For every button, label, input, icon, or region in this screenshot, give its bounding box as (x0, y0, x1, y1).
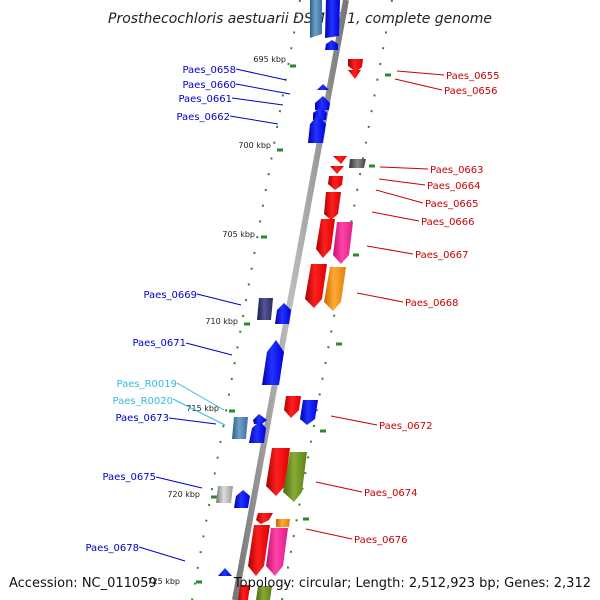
gene-label: Paes_R0019 (117, 379, 177, 390)
genome-summary-text: Topology: circular; Length: 2,512,923 bp… (233, 576, 591, 591)
gene-label: Paes_0667 (415, 250, 469, 261)
gene-arrow (308, 115, 326, 143)
tick-labels: 695 kbp 700 kbp 705 kbp 710 kbp 715 kbp … (147, 55, 286, 586)
gene-arrow (266, 448, 290, 496)
gene-arrow (348, 59, 363, 72)
accession-text: Accession: NC_011059 (9, 576, 157, 591)
genome-backbone (232, 0, 349, 600)
tick-label: 695 kbp (253, 55, 286, 64)
forward-strand-genes (238, 59, 366, 600)
gene-arrow (256, 513, 273, 524)
gene-arrow (256, 586, 272, 600)
gene-label: Paes_0660 (182, 80, 236, 91)
map-title: Prosthecochloris aestuarii DSM 271, comp… (108, 11, 492, 27)
left-leader-lines (138, 68, 291, 562)
gene-arrow (325, 0, 340, 38)
gene-label: Paes_0674 (364, 488, 418, 499)
gene-label: Paes_0664 (427, 181, 481, 192)
gene-arrow (315, 96, 330, 110)
gene-label: Paes_0671 (132, 338, 186, 349)
gene-arrow (249, 421, 266, 443)
gene-arrow (253, 414, 267, 424)
tick-marks (196, 64, 391, 584)
gene-arrow (317, 84, 329, 90)
gene-arrow (333, 222, 353, 264)
gene-label: Paes_0669 (143, 290, 197, 301)
reverse-strand-genes (216, 0, 340, 576)
gene-arrow (310, 0, 322, 38)
gene-label: Paes_0655 (446, 71, 500, 82)
tick-label: 705 kbp (222, 230, 255, 239)
gene-label: Paes_0666 (421, 217, 475, 228)
gene-arrow (262, 340, 284, 385)
gene-arrow (348, 70, 361, 79)
gene-arrow (216, 486, 233, 503)
gene-arrow (324, 267, 346, 311)
gene-arrow (238, 585, 250, 600)
gene-label: Paes_0678 (85, 543, 139, 554)
gene-label: Paes_0665 (425, 199, 479, 210)
tick-label: 700 kbp (238, 141, 271, 150)
gene-arrow (330, 166, 344, 174)
inner-guide-left (191, 0, 301, 600)
gene-label: Paes_0661 (178, 94, 232, 105)
gene-arrow (248, 525, 270, 576)
gene-label: Paes_0658 (182, 65, 236, 76)
right-gene-labels: Paes_0655 Paes_0656 Paes_0663 Paes_0664 … (354, 71, 500, 546)
gene-arrow (275, 303, 291, 324)
gene-arrow (305, 264, 327, 308)
gene-label: Paes_0673 (115, 413, 169, 424)
gene-label: Paes_0656 (444, 86, 498, 97)
tick-label: 715 kbp (186, 404, 219, 413)
gene-arrow (316, 219, 335, 258)
gene-arrow (324, 192, 341, 220)
gene-arrow (283, 452, 307, 502)
right-leader-lines (305, 70, 445, 540)
gene-label: Paes_0668 (405, 298, 459, 309)
gene-arrow (234, 490, 250, 508)
gene-label: Paes_0675 (102, 472, 156, 483)
gene-arrow (349, 159, 366, 168)
gene-arrow (284, 396, 301, 418)
gene-arrow (266, 528, 288, 576)
gene-arrow (325, 40, 338, 50)
gene-arrow (328, 176, 343, 190)
left-gene-labels: Paes_0658 Paes_0660 Paes_0661 Paes_0662 … (85, 65, 236, 554)
gene-arrow (276, 519, 290, 527)
gene-label: Paes_0663 (430, 165, 484, 176)
gene-arrow (218, 568, 232, 576)
tick-label: 725 kbp (147, 577, 180, 586)
gene-label: Paes_0672 (379, 421, 433, 432)
gene-label: Paes_R0020 (113, 396, 173, 407)
tick-label: 720 kbp (167, 490, 200, 499)
gene-arrow (300, 400, 318, 425)
gene-arrow (257, 298, 273, 320)
gene-arrow (232, 417, 248, 439)
gene-arrow (333, 156, 347, 164)
gene-label: Paes_0676 (354, 535, 408, 546)
gene-label: Paes_0662 (176, 112, 230, 123)
tick-label: 710 kbp (205, 317, 238, 326)
